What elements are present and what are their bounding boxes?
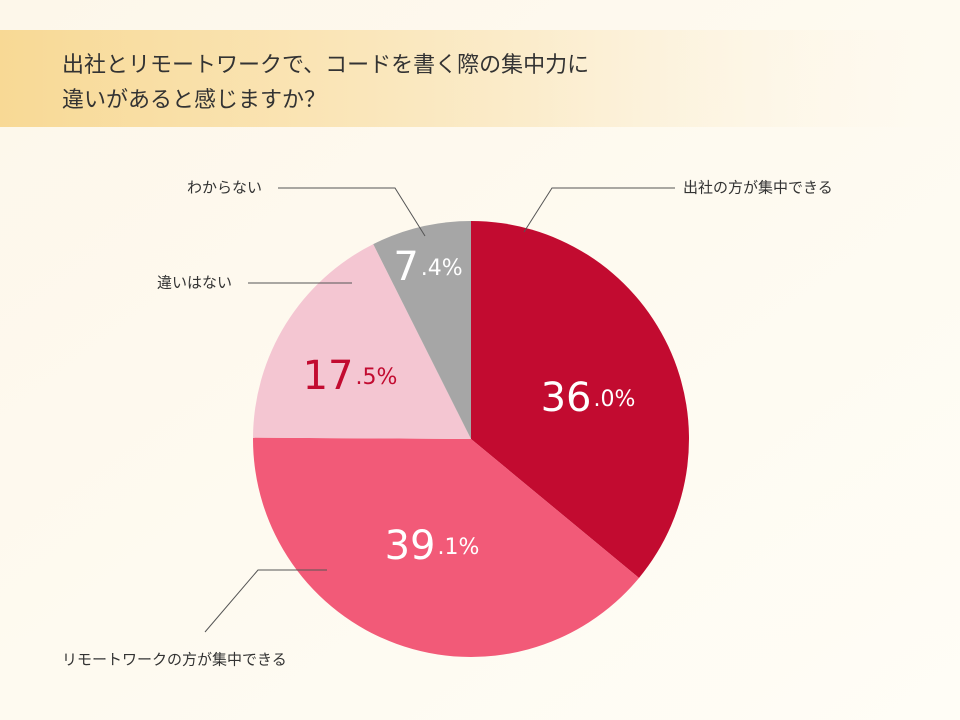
labels: 36.0% 出社の方が集中できる 39.1% リモートワークの方が集中できる 17.5%… <box>62 179 833 669</box>
value-label: 17.5% <box>303 353 398 399</box>
pie-slice <box>253 437 639 657</box>
title-band <box>0 30 960 127</box>
pie <box>253 221 689 657</box>
pie-slice <box>471 221 689 578</box>
value-label-main: 17 <box>303 353 354 399</box>
value-label-sub: .1% <box>438 535 480 560</box>
value-label-main: 39 <box>385 523 436 569</box>
value-label-sub: .5% <box>356 365 398 390</box>
category-label: わからない <box>187 179 262 197</box>
pie-slice <box>373 221 471 439</box>
leader-line <box>204 569 327 633</box>
value-label: 7.4% <box>393 244 462 290</box>
category-label: 出社の方が集中できる <box>683 179 833 197</box>
chart-title: 違いがあると感じますか？ <box>62 88 326 113</box>
leader-line <box>523 187 675 233</box>
category-label: リモートワークの方が集中できる <box>62 651 287 669</box>
value-label: 36.0% <box>541 375 636 421</box>
category-label: 違いはない <box>157 274 232 292</box>
value-label-main: 7 <box>393 244 418 290</box>
value-label-sub: .4% <box>421 256 463 281</box>
value-label-main: 36 <box>541 375 592 421</box>
value-label-sub: .0% <box>594 387 636 412</box>
leader-line <box>278 187 426 237</box>
value-label: 39.1% <box>385 523 480 569</box>
chart-title: 出社とリモートワークで、コードを書く際の集中力に <box>62 53 589 78</box>
pie-slice <box>253 244 471 439</box>
